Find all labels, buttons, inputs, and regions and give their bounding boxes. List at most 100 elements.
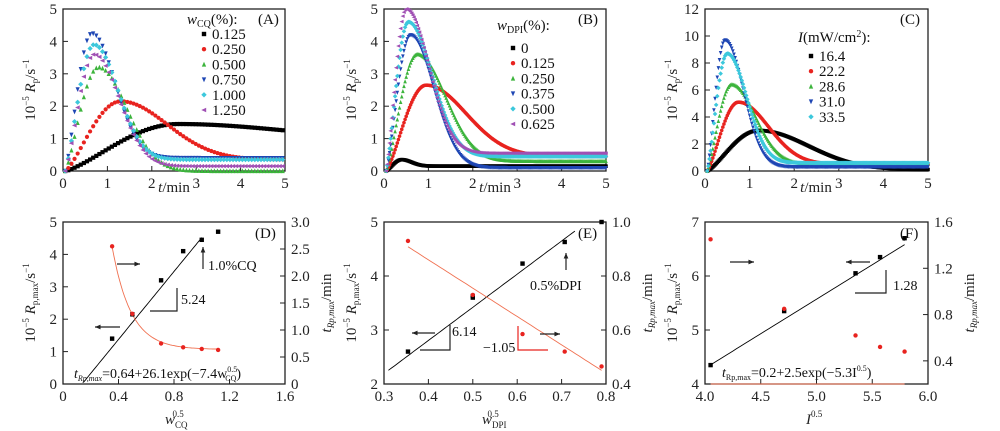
data-point xyxy=(93,52,99,57)
x-tick-label: 5 xyxy=(924,176,932,192)
data-point xyxy=(412,24,418,30)
data-point xyxy=(255,164,261,169)
data-point xyxy=(75,164,80,169)
data-point xyxy=(712,111,718,117)
data-point xyxy=(748,117,753,122)
data-point xyxy=(96,44,103,51)
legend-marker xyxy=(201,61,207,67)
legend-marker xyxy=(510,91,516,97)
y-right-tick-label: 0.4 xyxy=(934,354,953,370)
data-point xyxy=(230,123,236,129)
data-point xyxy=(109,244,115,249)
legend-label: 16.4 xyxy=(819,49,846,65)
data-point xyxy=(127,121,134,127)
data-point xyxy=(731,49,735,54)
data-point xyxy=(96,54,102,60)
x-tick-label: 2 xyxy=(790,176,798,192)
data-point xyxy=(710,130,716,135)
data-point xyxy=(78,81,84,87)
data-point xyxy=(175,129,180,134)
data-point xyxy=(124,113,130,119)
y-tick-label: 6 xyxy=(692,269,700,285)
arrow-left-axis-e-head xyxy=(412,330,418,336)
data-point xyxy=(100,150,105,155)
data-point xyxy=(402,24,408,30)
legend-label: 0.500 xyxy=(212,57,246,73)
panel-b-tag: (B) xyxy=(578,12,598,28)
x-tick-label: 4 xyxy=(237,176,245,192)
data-point xyxy=(416,30,421,36)
y-axis-label: 10−5 Rp/s−1 xyxy=(342,59,361,121)
data-point xyxy=(184,121,189,127)
data-point xyxy=(719,103,724,109)
series-Rp,max xyxy=(708,236,907,368)
y-tick-label: 0 xyxy=(50,164,58,180)
data-point xyxy=(242,157,249,163)
data-point xyxy=(178,121,183,127)
data-point xyxy=(72,156,77,161)
data-point xyxy=(428,74,433,79)
data-point xyxy=(731,57,737,63)
data-point xyxy=(72,109,77,115)
data-point xyxy=(109,144,114,149)
data-point xyxy=(193,168,198,173)
data-point xyxy=(134,131,139,136)
data-point xyxy=(87,55,93,61)
y-tick-label: 0 xyxy=(692,164,700,180)
data-point xyxy=(230,164,236,169)
data-point xyxy=(451,132,457,138)
data-point xyxy=(171,156,177,162)
data-point xyxy=(405,238,411,244)
data-point xyxy=(174,156,180,162)
x-tick-label: 4.0 xyxy=(696,389,715,405)
y-tick-label: 4 xyxy=(692,110,700,126)
data-point xyxy=(162,162,167,167)
data-point xyxy=(252,164,257,169)
series-0.500 xyxy=(383,19,609,174)
data-point xyxy=(409,57,414,63)
data-point xyxy=(162,120,167,125)
y-tick-label: 3 xyxy=(371,323,379,339)
y-right-tick-label: 0.8 xyxy=(934,308,953,324)
y-right-tick-label: 1.2 xyxy=(934,261,953,277)
data-point xyxy=(719,45,724,50)
data-point xyxy=(396,82,401,87)
data-point xyxy=(419,39,425,44)
data-point xyxy=(215,122,220,128)
data-point xyxy=(75,99,81,105)
data-point xyxy=(221,164,226,169)
x-tick-label: 0 xyxy=(380,176,388,192)
data-point xyxy=(268,168,273,174)
data-point xyxy=(246,125,251,130)
data-point xyxy=(168,164,173,170)
data-point xyxy=(388,129,393,133)
data-point xyxy=(447,128,452,133)
data-point xyxy=(65,157,71,162)
data-point xyxy=(400,34,406,39)
data-point xyxy=(742,89,748,94)
data-point xyxy=(717,113,722,118)
data-point xyxy=(416,26,421,31)
data-point xyxy=(209,168,214,174)
data-point xyxy=(187,122,192,127)
data-point xyxy=(66,159,71,165)
data-point xyxy=(199,164,205,169)
data-point xyxy=(215,347,221,353)
data-point xyxy=(277,164,282,169)
data-point xyxy=(442,118,447,123)
data-point xyxy=(718,108,723,113)
legend-marker xyxy=(510,106,516,112)
x-tick-label: 1 xyxy=(104,176,112,192)
data-point xyxy=(90,42,96,48)
series-tRp,max xyxy=(708,237,907,354)
data-point xyxy=(401,89,405,94)
x-tick-label: 5.5 xyxy=(863,389,882,405)
data-point xyxy=(243,168,248,174)
data-point xyxy=(78,106,83,112)
legend-marker xyxy=(808,83,814,89)
panel-b-legend-title: wDPI(%): xyxy=(497,18,550,36)
x-tick-label: 0.4 xyxy=(109,389,128,405)
x-tick-label: 4.5 xyxy=(751,389,770,405)
panel-f-equation: tRp,max=0.2+2.5exp(−5.3I0.5) xyxy=(722,364,872,382)
y-tick-label: 3 xyxy=(371,67,379,83)
